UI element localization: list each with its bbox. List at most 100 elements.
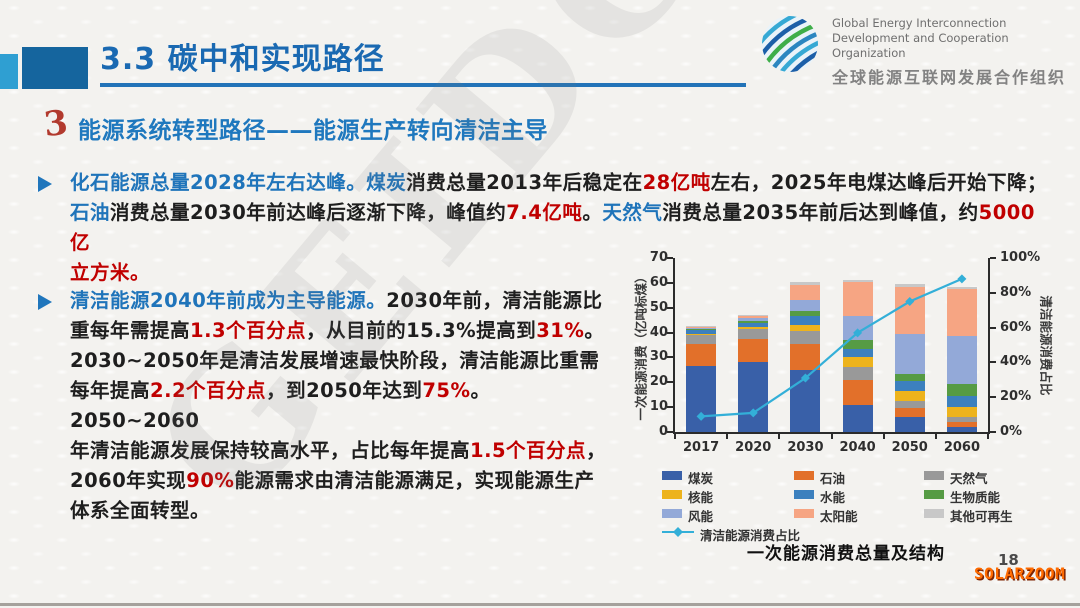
text-segment-plain: 左右，2025年电煤达峰后开始下降； bbox=[710, 171, 1047, 194]
x-axis bbox=[673, 432, 990, 434]
text-segment-plain: 消费总量2030年前达峰后逐渐下降，峰值约 bbox=[110, 201, 507, 224]
legend-label-其他可再生: 其他可再生 bbox=[950, 509, 1013, 524]
legend-label-煤炭: 煤炭 bbox=[688, 471, 714, 486]
bar-segment-水能 bbox=[738, 323, 769, 328]
bar-segment-天然气 bbox=[686, 335, 717, 344]
right-tick-mark bbox=[990, 326, 996, 329]
legend-label-清洁能源消费占比: 清洁能源消费占比 bbox=[700, 528, 801, 543]
bar-segment-其他可再生 bbox=[790, 281, 821, 286]
bar-segment-风能 bbox=[738, 318, 769, 322]
bar-segment-石油 bbox=[790, 343, 821, 370]
x-tick-label: 2060 bbox=[943, 440, 980, 455]
org-logo: Global Energy Interconnection Developmen… bbox=[750, 4, 1068, 87]
x-tick-mark bbox=[726, 434, 729, 439]
right-tick-mark bbox=[990, 396, 996, 399]
bar-segment-煤炭 bbox=[894, 417, 925, 432]
logo-text-cn: 全球能源互联网发展合作组织 bbox=[832, 67, 1067, 87]
logo-text-en-line1: Global Energy Interconnection bbox=[832, 16, 1007, 30]
bottom-edge-line bbox=[0, 603, 1080, 606]
left-tick-mark bbox=[667, 331, 673, 334]
left-tick-mark bbox=[667, 356, 673, 359]
right-tick-label: 60% bbox=[1000, 319, 1032, 335]
bar-segment-天然气 bbox=[790, 331, 821, 344]
text-segment-plain: 2030年前，清洁能源比 bbox=[386, 289, 603, 312]
bar-segment-石油 bbox=[842, 379, 873, 405]
x-tick-label: 2050 bbox=[891, 440, 928, 455]
text-segment-plain: ，到2050年达到 bbox=[266, 379, 423, 402]
bar-segment-生物质能 bbox=[738, 321, 769, 324]
legend-swatch-天然气 bbox=[924, 471, 944, 480]
text-segment-red: 75% bbox=[422, 379, 471, 402]
left-tick-label: 70 bbox=[649, 250, 668, 265]
bar-segment-生物质能 bbox=[686, 329, 717, 331]
bar-segment-石油 bbox=[946, 422, 977, 428]
left-tick-label: 0 bbox=[658, 424, 668, 439]
bullet-arrow-icon bbox=[38, 176, 52, 192]
legend-swatch-其他可再生 bbox=[924, 509, 944, 518]
bullet-clean-energy: 清洁能源2040年前成为主导能源。2030年前，清洁能源比 重每年需提高1.3个百… bbox=[36, 286, 616, 526]
left-tick-label: 40 bbox=[649, 324, 668, 340]
left-tick-label: 10 bbox=[649, 399, 668, 415]
bar-segment-核能 bbox=[842, 357, 873, 368]
text-segment-plain: ，从目前的15.3%提高到 bbox=[306, 319, 537, 342]
left-tick-label: 60 bbox=[649, 274, 668, 290]
bar-segment-水能 bbox=[686, 330, 717, 334]
y-axis-left bbox=[673, 258, 675, 434]
bar-segment-其他可再生 bbox=[894, 284, 925, 287]
bullet-rich-text: 化石能源总量2028年左右达峰。煤炭消费总量2013年后稳定在28亿吨左右，20… bbox=[70, 171, 1047, 284]
legend-label-水能: 水能 bbox=[820, 490, 846, 505]
text-segment-plain: ， bbox=[586, 439, 607, 462]
text-segment-plain: 能源需求由清洁能源满足，实现能源生产 bbox=[234, 469, 595, 492]
left-tick-label: 50 bbox=[649, 299, 668, 315]
bar-segment-石油 bbox=[894, 408, 925, 418]
section-number: 3 bbox=[41, 102, 70, 146]
left-tick-mark bbox=[667, 281, 673, 284]
text-segment-red: 1.3个百分点 bbox=[190, 319, 307, 342]
title-accent-square-light bbox=[0, 54, 18, 89]
text-segment-plain: 消费总量2013年后稳定在 bbox=[406, 171, 643, 194]
x-tick-mark bbox=[882, 434, 885, 439]
bar-segment-天然气 bbox=[946, 417, 977, 423]
bar-segment-风能 bbox=[842, 316, 873, 341]
left-axis-title: 一次能源消费（亿吨标煤） bbox=[633, 270, 649, 421]
text-segment-plain: 每年提高 bbox=[70, 379, 151, 402]
legend-line-marker bbox=[662, 527, 694, 537]
right-tick-label: 40% bbox=[1000, 354, 1032, 370]
left-tick-mark bbox=[667, 257, 673, 259]
text-segment-red: 2.2个百分点 bbox=[150, 379, 267, 402]
y-axis-right bbox=[988, 258, 990, 434]
legend-label-核能: 核能 bbox=[688, 490, 714, 505]
bar-segment-天然气 bbox=[894, 400, 925, 409]
bar-segment-风能 bbox=[894, 333, 925, 374]
bar-segment-太阳能 bbox=[842, 281, 873, 317]
text-segment-blue: 化石能源总量2028年左右达峰。 bbox=[70, 171, 367, 194]
left-tick-mark bbox=[667, 306, 673, 309]
left-tick-mark bbox=[667, 381, 673, 384]
legend-swatch-水能 bbox=[794, 490, 814, 499]
clean-energy-share-line bbox=[696, 274, 967, 421]
text-segment-red: 5000亿 bbox=[70, 201, 1035, 254]
bar-segment-生物质能 bbox=[946, 383, 977, 396]
bar-segment-石油 bbox=[686, 343, 717, 367]
bar-segment-天然气 bbox=[738, 328, 769, 339]
bar-segment-其他可再生 bbox=[738, 315, 769, 317]
legend-swatch-太阳能 bbox=[794, 509, 814, 518]
globe-icon bbox=[750, 4, 830, 84]
x-tick-label: 2020 bbox=[735, 440, 772, 455]
section-title: 能源系统转型路径——能源生产转向清洁主导 bbox=[78, 118, 548, 144]
right-tick-mark bbox=[990, 361, 996, 364]
bar-segment-煤炭 bbox=[738, 362, 769, 432]
bar-segment-水能 bbox=[946, 395, 977, 408]
text-segment-red: 1.5个百分点 bbox=[470, 439, 587, 462]
bar-segment-生物质能 bbox=[842, 340, 873, 349]
bar-segment-核能 bbox=[738, 327, 769, 329]
bar-segment-煤炭 bbox=[686, 366, 717, 432]
right-tick-label: 100% bbox=[1000, 250, 1041, 265]
x-tick-label: 2040 bbox=[839, 440, 876, 455]
legend-label-天然气: 天然气 bbox=[950, 471, 988, 486]
chart-caption: 一次能源消费总量及结构 bbox=[747, 544, 945, 564]
legend-swatch-石油 bbox=[794, 471, 814, 480]
text-segment-blue: 清洁能源2040年前成为主导能源。 bbox=[70, 289, 387, 312]
text-segment-blue: 天然气 bbox=[602, 201, 663, 224]
